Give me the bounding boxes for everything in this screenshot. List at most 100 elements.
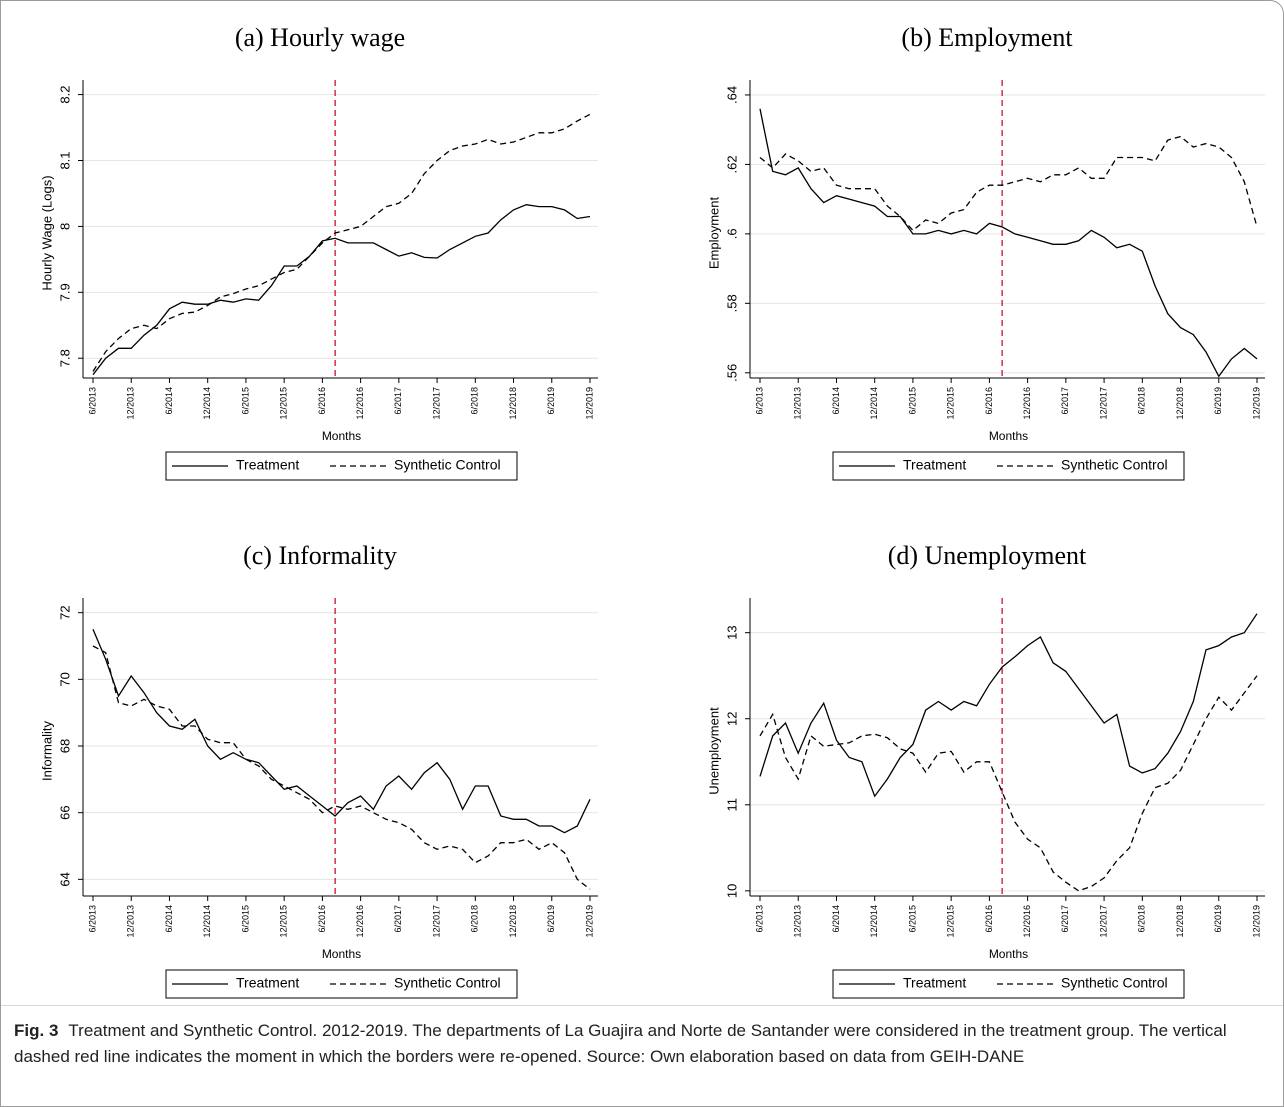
x-tick-label: 12/2018 <box>1175 905 1185 938</box>
y-tick-label: 68 <box>57 739 72 753</box>
y-axis-label: Hourly Wage (Logs) <box>39 175 54 290</box>
x-axis-label: Months <box>989 429 1028 443</box>
x-tick-label: 12/2018 <box>508 905 518 938</box>
x-tick-label: 6/2013 <box>754 905 764 933</box>
chart-title: (c) Informality <box>243 541 397 570</box>
x-tick-label: 12/2018 <box>1175 387 1185 420</box>
series-line <box>759 613 1258 798</box>
y-tick-label: 72 <box>57 605 72 619</box>
x-tick-label: 6/2017 <box>1060 905 1070 933</box>
x-tick-label: 6/2014 <box>164 905 174 933</box>
legend-label: Treatment <box>236 457 299 473</box>
y-tick-label: 10 <box>724 884 739 898</box>
y-tick-label: 70 <box>57 672 72 686</box>
y-axis-label: Informality <box>39 721 54 781</box>
x-tick-label: 12/2017 <box>431 387 441 420</box>
x-tick-label: 12/2019 <box>584 387 594 420</box>
caption-rule <box>1 1005 1283 1006</box>
x-tick-label: 6/2017 <box>393 905 403 933</box>
y-axis-label: Unemployment <box>706 707 721 795</box>
x-tick-label: 12/2013 <box>126 905 136 938</box>
x-tick-label: 12/2013 <box>793 387 803 420</box>
caption-label: Fig. 3 <box>14 1021 59 1040</box>
x-tick-label: 12/2019 <box>584 905 594 938</box>
x-tick-label: 12/2014 <box>869 387 879 420</box>
series-line <box>92 629 591 834</box>
x-tick-label: 6/2015 <box>907 905 917 933</box>
y-tick-label: .62 <box>724 155 739 173</box>
x-tick-label: 6/2017 <box>1060 387 1070 415</box>
y-axis-label: Employment <box>706 196 721 269</box>
x-tick-label: 12/2018 <box>508 387 518 420</box>
x-tick-label: 6/2014 <box>831 387 841 415</box>
x-tick-label: 6/2017 <box>393 387 403 415</box>
y-tick-label: 8.1 <box>57 151 72 169</box>
legend-label: Synthetic Control <box>394 975 501 991</box>
x-tick-label: 6/2013 <box>754 387 764 415</box>
chart-title: (b) Employment <box>901 23 1073 52</box>
x-tick-label: 12/2017 <box>1098 387 1108 420</box>
x-tick-label: 6/2019 <box>1213 387 1223 415</box>
series-line <box>759 108 1258 378</box>
x-tick-label: 12/2017 <box>431 905 441 938</box>
legend-label: Treatment <box>236 975 299 991</box>
y-tick-label: .64 <box>724 86 739 104</box>
series-line <box>759 135 1258 232</box>
x-tick-label: 12/2017 <box>1098 905 1108 938</box>
y-tick-label: 11 <box>724 798 739 812</box>
x-tick-label: 12/2014 <box>202 387 212 420</box>
x-tick-label: 6/2018 <box>470 387 480 415</box>
x-tick-label: 6/2014 <box>831 905 841 933</box>
legend-label: Treatment <box>903 457 966 473</box>
x-tick-label: 6/2019 <box>546 905 556 933</box>
x-tick-label: 12/2015 <box>946 387 956 420</box>
x-tick-label: 6/2016 <box>317 387 327 415</box>
x-tick-label: 12/2015 <box>946 905 956 938</box>
legend-label: Synthetic Control <box>1061 975 1168 991</box>
y-tick-label: 8 <box>57 223 72 230</box>
y-tick-label: .6 <box>724 228 739 239</box>
x-axis-label: Months <box>322 947 361 961</box>
chart-grid: (a) Hourly wage Hourly Wage (Logs) 7.8 7.9 8… <box>39 23 1265 999</box>
series-line <box>759 675 1258 892</box>
x-tick-label: 6/2018 <box>1137 905 1147 933</box>
x-axis-label: Months <box>322 429 361 443</box>
x-tick-label: 12/2016 <box>1022 905 1032 938</box>
x-tick-label: 6/2018 <box>470 905 480 933</box>
y-tick-label: 8.2 <box>57 86 72 104</box>
x-tick-label: 6/2016 <box>984 905 994 933</box>
series-line <box>92 645 591 890</box>
x-tick-label: 12/2015 <box>279 387 289 420</box>
x-tick-label: 6/2015 <box>240 905 250 933</box>
caption-text: Treatment and Synthetic Control. 2012-20… <box>14 1021 1227 1066</box>
x-tick-label: 6/2013 <box>87 905 97 933</box>
series-line <box>92 204 591 376</box>
series-line <box>92 113 591 372</box>
x-tick-label: 6/2019 <box>546 387 556 415</box>
legend-label: Treatment <box>903 975 966 991</box>
y-tick-label: .58 <box>724 294 739 312</box>
caption: Fig. 3 Treatment and Synthetic Control. 2… <box>14 1018 1264 1070</box>
legend-label: Synthetic Control <box>1061 457 1168 473</box>
y-tick-label: 66 <box>57 805 72 819</box>
y-tick-label: .56 <box>724 364 739 382</box>
x-tick-label: 6/2015 <box>240 387 250 415</box>
x-tick-label: 12/2014 <box>202 905 212 938</box>
chart-title: (d) Unemployment <box>888 541 1087 570</box>
x-tick-label: 12/2014 <box>869 905 879 938</box>
chart-title: (a) Hourly wage <box>235 23 405 52</box>
y-tick-label: 64 <box>57 872 72 886</box>
x-tick-label: 6/2018 <box>1137 387 1147 415</box>
x-tick-label: 12/2016 <box>355 905 365 938</box>
x-tick-label: 6/2014 <box>164 387 174 415</box>
x-tick-label: 12/2019 <box>1251 905 1261 938</box>
x-tick-label: 12/2016 <box>1022 387 1032 420</box>
x-tick-label: 12/2016 <box>355 387 365 420</box>
x-axis-label: Months <box>989 947 1028 961</box>
x-tick-label: 12/2019 <box>1251 387 1261 420</box>
x-tick-label: 6/2015 <box>907 387 917 415</box>
x-tick-label: 6/2019 <box>1213 905 1223 933</box>
x-tick-label: 12/2013 <box>126 387 136 420</box>
y-tick-label: 13 <box>724 625 739 639</box>
